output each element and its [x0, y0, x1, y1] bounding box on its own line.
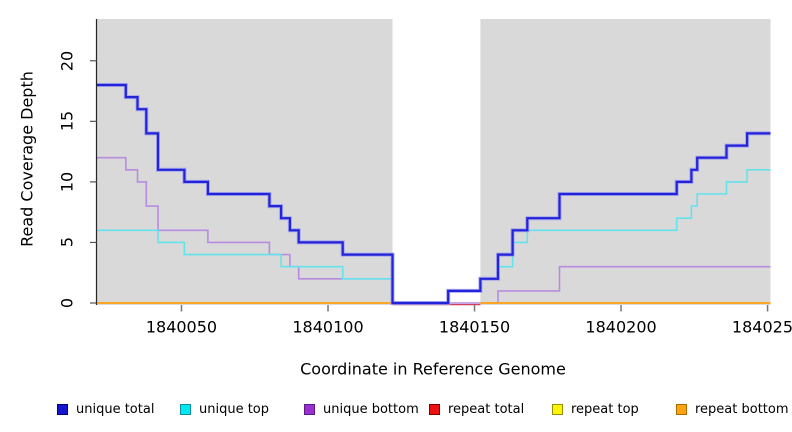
legend-swatch — [57, 403, 68, 415]
y-tick-label: 20 — [57, 50, 77, 71]
series-unique-total-line — [96, 83, 771, 305]
y-tick-label: 15 — [57, 111, 77, 132]
legend-label: repeat top — [571, 401, 639, 417]
legend-label: unique top — [199, 401, 270, 417]
legend-swatch — [304, 403, 315, 415]
legend-item-unique-bottom: unique bottom — [304, 398, 419, 420]
legend-item-repeat-bottom: repeat bottom — [676, 398, 789, 420]
legend-label: unique bottom — [323, 401, 419, 417]
y-tick-label: 10 — [57, 171, 77, 193]
legend-swatch — [676, 403, 687, 415]
legend-item-repeat-total: repeat total — [429, 398, 524, 420]
legend-swatch — [429, 403, 440, 415]
masked-region — [392, 19, 481, 305]
y-tick-label: 0 — [57, 297, 77, 309]
y-axis-label: Read Coverage Depth — [17, 71, 37, 247]
legend-label: repeat bottom — [695, 401, 789, 417]
x-axis-label: Coordinate in Reference Genome — [300, 359, 566, 379]
legend: unique total unique top unique bottom repea… — [0, 398, 792, 422]
series-unique-bottom-line — [96, 156, 771, 304]
legend-swatch — [180, 403, 191, 415]
legend-item-unique-total: unique total — [57, 398, 154, 420]
legend-label: repeat total — [448, 401, 525, 417]
legend-item-repeat-top: repeat top — [552, 398, 639, 420]
x-tick-label: 1840050 — [145, 317, 218, 337]
legend-label: unique total — [76, 401, 155, 417]
y-tick-label: 5 — [57, 237, 77, 248]
legend-swatch — [552, 403, 563, 415]
x-tick-label: 1840250 — [731, 317, 792, 337]
x-tick-label: 1840200 — [585, 317, 657, 337]
legend-item-unique-top: unique top — [180, 398, 269, 420]
x-tick-label: 1840100 — [292, 317, 364, 337]
x-tick-label: 1840150 — [438, 317, 511, 337]
